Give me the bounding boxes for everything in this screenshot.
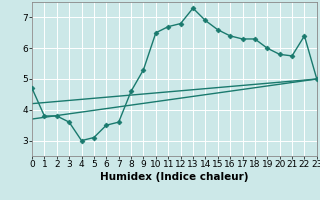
X-axis label: Humidex (Indice chaleur): Humidex (Indice chaleur): [100, 172, 249, 182]
